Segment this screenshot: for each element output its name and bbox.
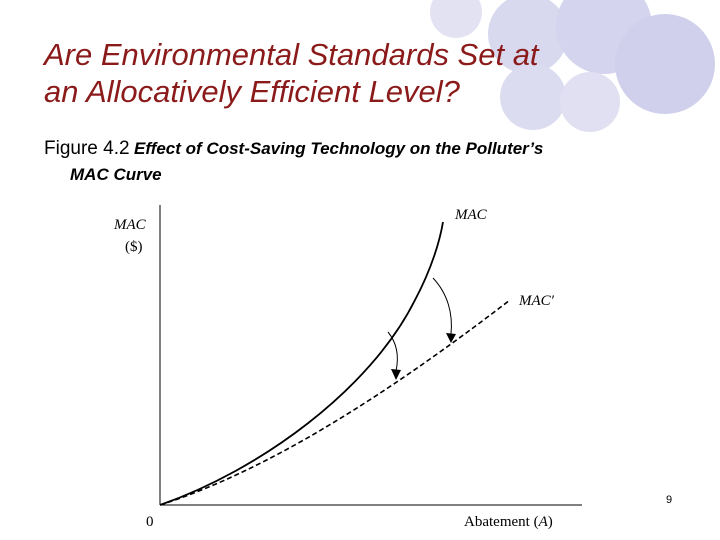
decor-circle: [560, 72, 620, 132]
mac-curve: [159, 221, 444, 506]
arrow-head-icon: [391, 369, 401, 380]
title-line-1: Are Environmental Standards Set at: [44, 37, 539, 72]
decor-circle: [500, 64, 566, 130]
mac-curve-label: MAC: [454, 207, 488, 223]
x-axis-paren-open: (: [530, 514, 539, 530]
decor-circle: [615, 14, 715, 114]
x-axis-label-text: Abatement: [464, 514, 531, 530]
figure-label: Figure 4.2: [44, 138, 130, 159]
x-axis-paren-close: ): [548, 514, 553, 530]
decor-circle: [488, 0, 568, 74]
x-axis-label-var: A: [538, 514, 549, 530]
mac-prime-curve: [159, 299, 511, 506]
y-axis-label: MAC: [113, 217, 147, 233]
caption-part-1: Effect of Cost-Saving Technology on the …: [134, 139, 544, 158]
caption-part-2: MAC Curve: [70, 165, 162, 184]
shift-arrow-lower: [387, 331, 398, 372]
x-axis-label: Abatement (A): [464, 514, 553, 530]
title-line-2: an Allocatively Efficient Level?: [44, 74, 460, 109]
mac-prime-curve-label: MAC′: [518, 293, 555, 309]
arrow-head-icon: [446, 333, 456, 343]
page-title: Are Environmental Standards Set at an Al…: [44, 36, 704, 110]
page-number: 9: [666, 494, 673, 506]
y-axis-unit: ($): [125, 239, 143, 255]
origin-label: 0: [146, 514, 154, 530]
shift-arrow-upper: [432, 277, 452, 335]
figure-caption: Figure 4.2 Effect of Cost-Saving Technol…: [44, 136, 684, 187]
